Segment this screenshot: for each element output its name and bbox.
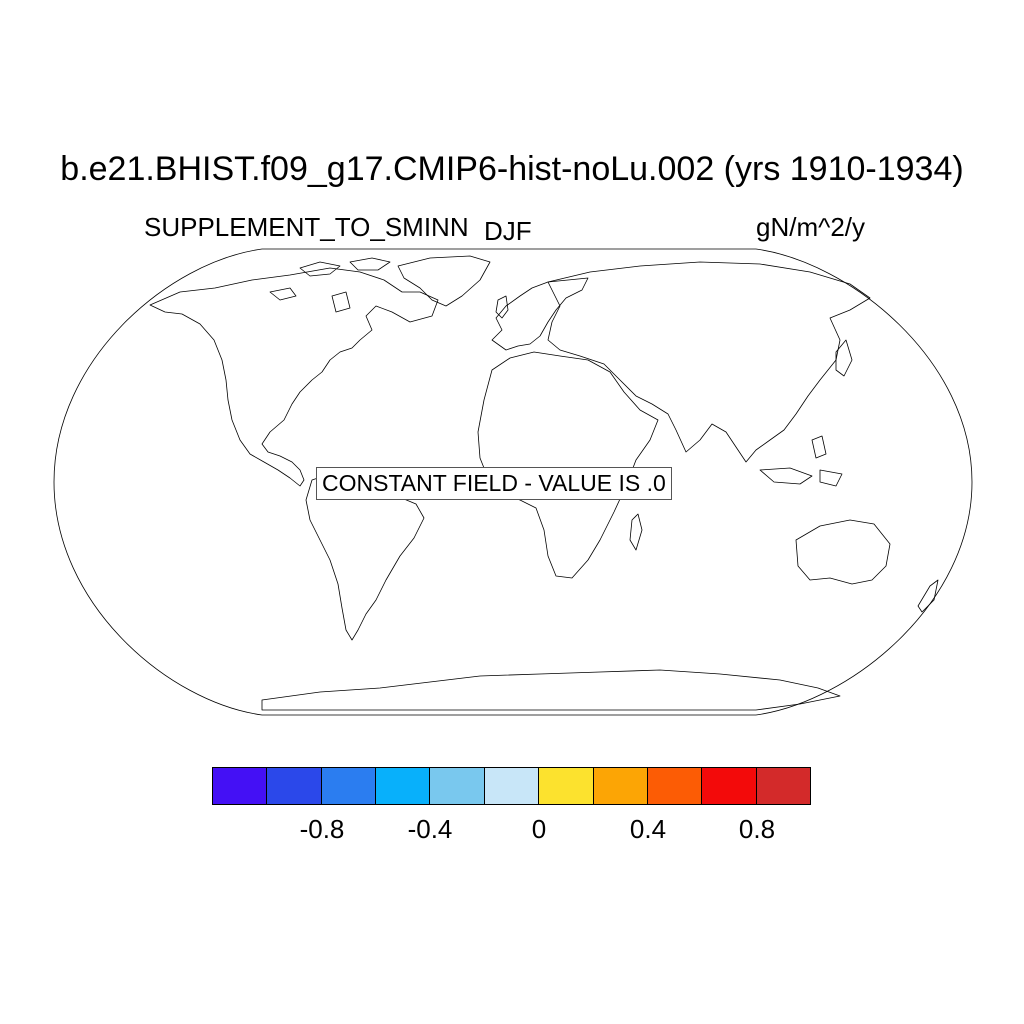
colorbar-cell bbox=[376, 768, 431, 804]
season-label: DJF bbox=[484, 216, 532, 246]
british-isles bbox=[495, 295, 509, 319]
colorbar-cell bbox=[321, 768, 377, 804]
colorbar-tick-label: -0.4 bbox=[407, 814, 453, 844]
africa-coast bbox=[477, 351, 659, 579]
australia-coast bbox=[795, 519, 891, 585]
colorbar-cell bbox=[430, 768, 485, 804]
colorbar-tick-label: 0.8 bbox=[738, 814, 776, 844]
constant-field-notice: CONSTANT FIELD - VALUE IS .0 bbox=[316, 467, 672, 500]
plot-title: b.e21.BHIST.f09_g17.CMIP6-hist-noLu.002 … bbox=[60, 150, 964, 188]
colorbar-tick-label: 0 bbox=[531, 814, 547, 844]
colorbar-cell bbox=[702, 768, 757, 804]
madagascar-coast bbox=[629, 513, 643, 551]
asia-coast bbox=[547, 261, 871, 463]
variable-label: SUPPLEMENT_TO_SMINN bbox=[144, 212, 469, 242]
colorbar-tick-label: -0.8 bbox=[299, 814, 345, 844]
europe-coast bbox=[491, 277, 589, 351]
new-zealand-coast bbox=[917, 579, 939, 613]
units-label: gN/m^2/y bbox=[756, 212, 866, 242]
southeast-asia-islands bbox=[759, 435, 843, 487]
colorbar-cell bbox=[756, 768, 810, 804]
colorbar-tick-label: 0.4 bbox=[629, 814, 667, 844]
colorbar-cell bbox=[539, 768, 594, 804]
greenland-coast bbox=[397, 255, 491, 307]
colorbar bbox=[212, 767, 811, 805]
colorbar-cell bbox=[593, 768, 648, 804]
colorbar-cell bbox=[647, 768, 703, 804]
arctic-islands bbox=[269, 257, 391, 313]
colorbar-cell bbox=[267, 768, 322, 804]
japan-coast bbox=[835, 339, 853, 377]
antarctica-coast bbox=[261, 669, 841, 711]
colorbar-cell bbox=[213, 768, 268, 804]
north-america-coast bbox=[149, 267, 439, 487]
colorbar-cell bbox=[484, 768, 540, 804]
map-frame bbox=[53, 248, 973, 716]
